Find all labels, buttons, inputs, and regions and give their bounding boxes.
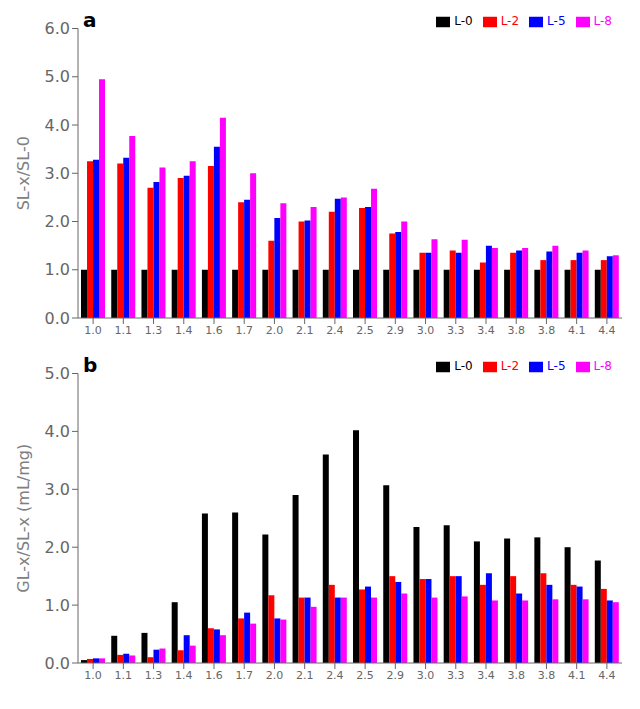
- svg-text:1.3: 1.3: [145, 669, 163, 682]
- html-text:L-2: L-2: [500, 14, 520, 28]
- svg-text:6.0: 6.0: [45, 19, 70, 38]
- html-text:L-0: L-0: [454, 359, 473, 373]
- svg-text:2.0: 2.0: [266, 324, 284, 337]
- svg-text:2.9: 2.9: [387, 324, 405, 337]
- svg-text:2.9: 2.9: [387, 669, 405, 682]
- svg-text:3.8: 3.8: [538, 324, 556, 337]
- svg-text:3.3: 3.3: [447, 324, 465, 337]
- svg-text:1.7: 1.7: [235, 324, 253, 337]
- svg-text:4.1: 4.1: [568, 324, 586, 337]
- svg-text:1.6: 1.6: [205, 669, 223, 682]
- svg-text:0.0: 0.0: [45, 654, 70, 673]
- svg-text:4.4: 4.4: [598, 324, 616, 337]
- svg-text:1.0: 1.0: [84, 669, 102, 682]
- svg-text:3.8: 3.8: [507, 324, 525, 337]
- svg-text:1.1: 1.1: [115, 324, 133, 337]
- svg-text:2.4: 2.4: [326, 669, 344, 682]
- html-text:L-5: L-5: [547, 359, 566, 373]
- html-text:L-0: L-0: [454, 14, 473, 28]
- html-text:a: a: [83, 8, 97, 32]
- svg-text:4.1: 4.1: [568, 669, 586, 682]
- svg-text:3.0: 3.0: [417, 324, 435, 337]
- svg-text:2.1: 2.1: [296, 324, 314, 337]
- svg-text:3.0: 3.0: [45, 164, 70, 183]
- svg-text:1.0: 1.0: [45, 596, 70, 615]
- svg-text:0.0: 0.0: [45, 309, 70, 328]
- svg-text:1.4: 1.4: [175, 324, 193, 337]
- svg-text:2.5: 2.5: [356, 669, 374, 682]
- svg-text:5.0: 5.0: [45, 364, 70, 383]
- svg-text:1.7: 1.7: [235, 669, 253, 682]
- svg-text:4.0: 4.0: [45, 422, 70, 441]
- svg-text:1.4: 1.4: [175, 669, 193, 682]
- svg-text:1.1: 1.1: [115, 669, 133, 682]
- svg-text:2.5: 2.5: [356, 324, 374, 337]
- svg-text:3.4: 3.4: [477, 324, 495, 337]
- svg-text:2.0: 2.0: [266, 669, 284, 682]
- svg-text:1.0: 1.0: [45, 260, 70, 279]
- svg-text:2.1: 2.1: [296, 669, 314, 682]
- html-text:L-8: L-8: [593, 359, 612, 373]
- svg-text:5.0: 5.0: [45, 67, 70, 86]
- svg-text:GL-x/SL-x (mL/mg): GL-x/SL-x (mL/mg): [14, 444, 33, 593]
- svg-text:2.0: 2.0: [45, 212, 70, 231]
- svg-text:3.0: 3.0: [45, 480, 70, 499]
- svg-text:4.0: 4.0: [45, 116, 70, 135]
- svg-text:3.8: 3.8: [538, 669, 556, 682]
- svg-text:1.6: 1.6: [205, 324, 223, 337]
- svg-text:3.3: 3.3: [447, 669, 465, 682]
- svg-text:4.4: 4.4: [598, 669, 616, 682]
- svg-text:2.0: 2.0: [45, 538, 70, 557]
- svg-text:3.8: 3.8: [507, 669, 525, 682]
- html-text:b: b: [83, 353, 98, 377]
- svg-text:1.3: 1.3: [145, 324, 163, 337]
- svg-text:3.0: 3.0: [417, 669, 435, 682]
- svg-text:2.4: 2.4: [326, 324, 344, 337]
- svg-text:1.0: 1.0: [84, 324, 102, 337]
- html-text:L-8: L-8: [593, 14, 612, 28]
- html-text:L-2: L-2: [500, 359, 520, 373]
- svg-text:SL-x/SL-0: SL-x/SL-0: [14, 136, 33, 210]
- html-text:L-5: L-5: [547, 14, 566, 28]
- svg-text:3.4: 3.4: [477, 669, 495, 682]
